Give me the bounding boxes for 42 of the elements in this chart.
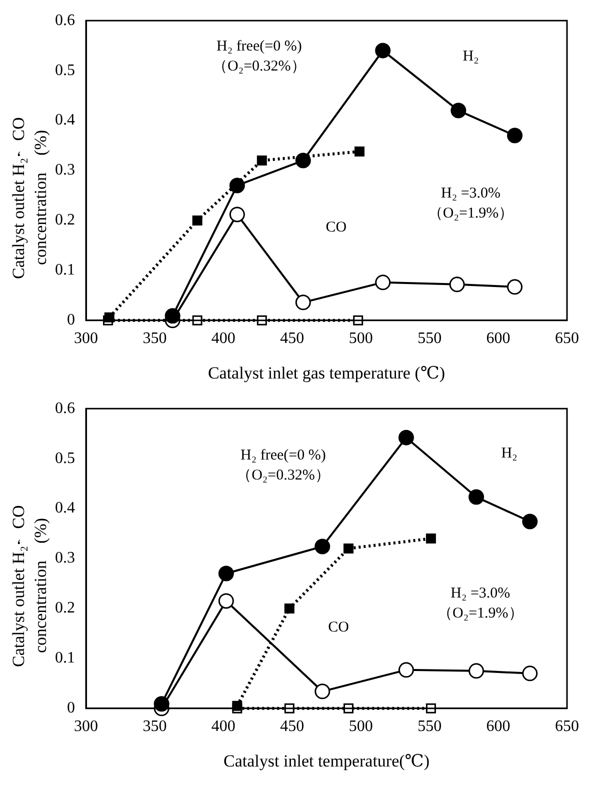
annotation: H₂ =3.0% （O₂=1.9%） [438,585,524,622]
y-tick-label: 0.4 [55,112,75,129]
x-axis-title: Catalyst inlet temperature(℃) [224,751,430,770]
y-tick-label: 0.1 [55,262,75,279]
x-tick-label: 500 [348,718,373,736]
y-tick-label: 0.5 [55,62,75,79]
x-tick-label: 600 [486,330,510,348]
y-tick-label: 0.4 [55,500,75,517]
x-tick-label: 300 [74,330,98,348]
x-tick-label: 300 [74,718,98,736]
y-tick-label: 0.3 [55,550,75,567]
x-tick-label: 350 [142,718,167,736]
x-tick-label: 400 [211,330,236,348]
x-tick-label: 550 [418,330,442,348]
y-tick-label: 0.6 [55,400,75,417]
x-tick-label: 650 [555,718,579,736]
y-axis-title: Catalyst outlet H₂，CO concentration (%) [8,504,51,669]
x-tick-label: 450 [280,718,304,736]
annotation: H₂ =3.0% （O₂=1.9%） [428,185,514,222]
x-tick-label: 450 [280,330,304,348]
annotation: H₂ [462,48,479,65]
x-tick-label: 650 [555,330,579,348]
x-tick-label: 400 [211,718,236,736]
x-axis-title: Catalyst inlet gas temperature (℃) [208,363,446,382]
x-tick-label: 550 [418,718,442,736]
x-tick-label: 500 [348,330,373,348]
annotation: CO [328,619,350,636]
y-tick-label: 0 [67,312,75,329]
y-tick-label: 0.1 [55,650,75,667]
x-tick-label: 350 [142,330,167,348]
y-tick-label: 0 [67,700,75,717]
annotation: H₂ free(=0 %) （O₂=0.32%） [236,448,330,484]
annotation: H₂ [501,446,518,462]
y-axis-title: Catalyst outlet H₂，CO concentration (%) [8,116,51,281]
y-tick-label: 0.3 [55,162,75,179]
y-tick-label: 0.5 [55,450,75,467]
y-tick-label: 0.6 [55,12,75,29]
annotation: CO [326,219,347,236]
y-tick-label: 0.2 [55,212,75,229]
annotation: H₂ free(=0 %) （O₂=0.32%） [212,38,306,75]
x-tick-label: 600 [486,718,510,736]
y-tick-label: 0.2 [55,600,75,617]
